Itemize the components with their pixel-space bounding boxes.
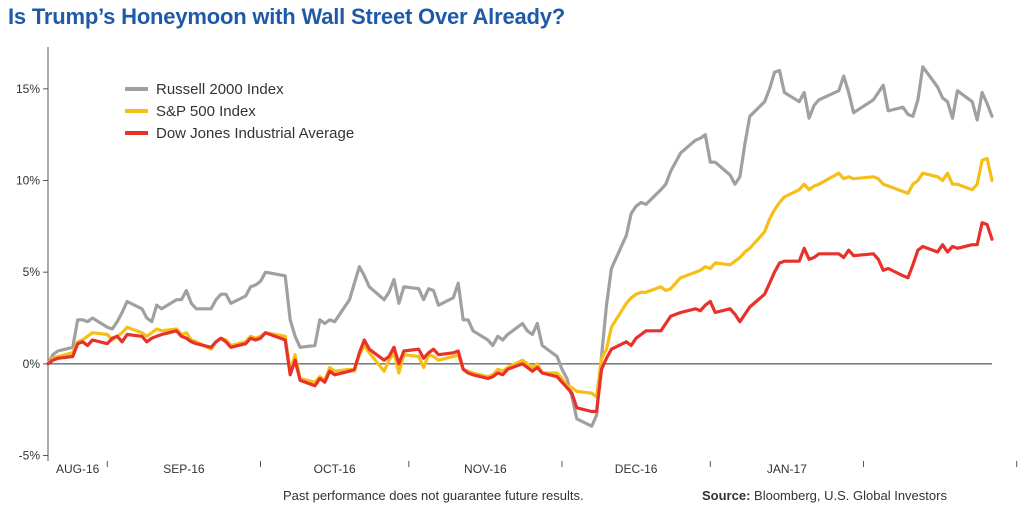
y-tick-label: -5% — [19, 449, 41, 463]
x-tick-label: SEP-16 — [163, 462, 205, 476]
chart-title: Is Trump’s Honeymoon with Wall Street Ov… — [8, 4, 566, 29]
source-label: Source: — [702, 488, 751, 503]
x-tick-label: OCT-16 — [314, 462, 356, 476]
x-tick-label: AUG-16 — [56, 462, 100, 476]
series-line-1 — [46, 65, 994, 428]
y-tick-label: 15% — [16, 82, 40, 96]
legend-label: Russell 2000 Index — [156, 81, 284, 98]
y-axis: -5% 0% 5% 10% 15% — [16, 47, 49, 463]
footer-source: Source: Bloomberg, U.S. Global Investors — [702, 488, 947, 503]
x-axis: AUG-16 SEP-16 OCT-16 NOV-16 DEC-16 JAN-17 — [48, 363, 1018, 476]
footer-disclaimer: Past performance does not guarantee futu… — [283, 488, 584, 503]
legend-label: Dow Jones Industrial Average — [156, 125, 354, 142]
line-chart: -5% 0% 5% 10% 15% AUG-16 SEP-16 OCT-16 NOV-16 DE… — [16, 47, 1018, 476]
series-line-2 — [46, 156, 994, 399]
source-text: Bloomberg, U.S. Global Investors — [754, 488, 947, 503]
x-tick-label: JAN-17 — [767, 462, 807, 476]
y-tick-label: 0% — [23, 357, 41, 371]
legend-label: S&P 500 Index — [156, 103, 256, 120]
x-tick-label: NOV-16 — [464, 462, 507, 476]
legend: Russell 2000 Index S&P 500 Index Dow Jones… — [125, 81, 354, 142]
series-layer — [46, 65, 994, 428]
y-tick-label: 5% — [23, 265, 41, 279]
x-tick-label: DEC-16 — [615, 462, 658, 476]
y-tick-label: 10% — [16, 174, 40, 188]
series-line-3 — [46, 221, 994, 414]
